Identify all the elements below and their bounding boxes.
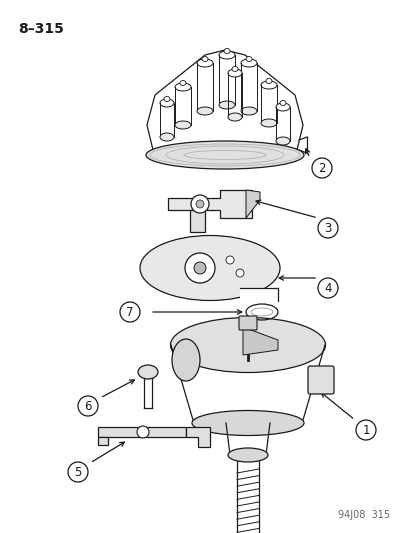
Circle shape [195, 200, 204, 208]
Polygon shape [98, 437, 108, 445]
Ellipse shape [197, 59, 212, 67]
Ellipse shape [260, 81, 276, 89]
Polygon shape [185, 427, 209, 447]
Polygon shape [240, 288, 279, 308]
FancyBboxPatch shape [238, 316, 256, 330]
Circle shape [235, 269, 243, 277]
Circle shape [225, 256, 233, 264]
Ellipse shape [192, 410, 303, 435]
Ellipse shape [171, 339, 199, 381]
Ellipse shape [159, 133, 173, 141]
Ellipse shape [180, 80, 185, 85]
Circle shape [78, 396, 98, 416]
Ellipse shape [228, 69, 242, 77]
Ellipse shape [164, 96, 170, 101]
Polygon shape [245, 190, 259, 218]
Ellipse shape [240, 107, 256, 115]
Circle shape [185, 253, 214, 283]
Text: 1: 1 [361, 424, 369, 437]
Ellipse shape [138, 365, 158, 379]
Text: 7: 7 [126, 305, 133, 319]
Ellipse shape [223, 49, 230, 53]
FancyBboxPatch shape [307, 366, 333, 394]
Text: 6: 6 [84, 400, 92, 413]
Ellipse shape [260, 119, 276, 127]
Ellipse shape [197, 107, 212, 115]
Circle shape [311, 158, 331, 178]
Text: 8–315: 8–315 [18, 22, 64, 36]
Text: 5: 5 [74, 465, 81, 479]
Circle shape [68, 462, 88, 482]
Ellipse shape [228, 113, 242, 121]
Text: 2: 2 [318, 161, 325, 174]
Polygon shape [190, 210, 204, 232]
Text: 3: 3 [323, 222, 331, 235]
Circle shape [355, 420, 375, 440]
Ellipse shape [228, 448, 267, 462]
Circle shape [120, 302, 140, 322]
Ellipse shape [175, 121, 190, 129]
Ellipse shape [245, 56, 252, 61]
Ellipse shape [170, 318, 325, 373]
Ellipse shape [240, 59, 256, 67]
Circle shape [194, 262, 206, 274]
Ellipse shape [175, 83, 190, 91]
Polygon shape [98, 427, 185, 437]
Ellipse shape [231, 67, 237, 71]
Circle shape [190, 195, 209, 213]
Polygon shape [147, 50, 302, 150]
Polygon shape [168, 190, 252, 218]
Ellipse shape [202, 56, 207, 61]
Ellipse shape [279, 101, 285, 106]
Polygon shape [242, 327, 277, 355]
Circle shape [137, 426, 149, 438]
Ellipse shape [275, 137, 289, 145]
Text: 4: 4 [323, 281, 331, 295]
Circle shape [317, 218, 337, 238]
Ellipse shape [218, 51, 235, 59]
Ellipse shape [275, 103, 289, 111]
Text: 94J08  315: 94J08 315 [337, 510, 389, 520]
Ellipse shape [266, 78, 271, 84]
Ellipse shape [159, 99, 173, 107]
Ellipse shape [146, 141, 303, 169]
Ellipse shape [140, 236, 279, 301]
Ellipse shape [218, 101, 235, 109]
Circle shape [317, 278, 337, 298]
